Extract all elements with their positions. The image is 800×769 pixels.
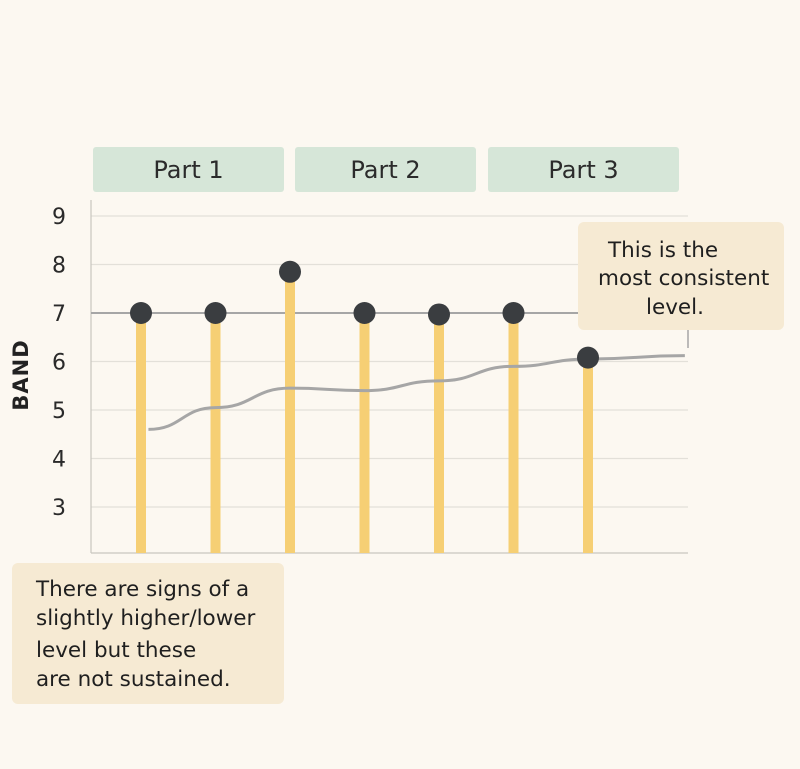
note-line: level. xyxy=(646,295,704,320)
y-axis-title: BAND xyxy=(9,339,33,411)
y-tick-label: 9 xyxy=(52,205,66,230)
note-line: This is the xyxy=(608,238,719,263)
lollipop-stem xyxy=(508,313,519,553)
lollipop-stem xyxy=(583,357,593,553)
lollipop-stem xyxy=(136,313,146,553)
not-sustained-note: There are signs of a slightly higher/low… xyxy=(12,563,284,704)
trend-line xyxy=(148,354,685,431)
lollipop-marker xyxy=(353,302,376,324)
y-tick-label: 6 xyxy=(52,351,66,376)
lollipop-marker xyxy=(428,303,450,326)
part-2-label: Part 2 xyxy=(295,147,476,192)
note-line: slightly higher/lower xyxy=(36,606,256,631)
part-1-label: Part 1 xyxy=(93,147,284,192)
part-3-label: Part 3 xyxy=(488,147,679,192)
lollipop-stem xyxy=(210,313,221,553)
y-tick-label: 8 xyxy=(52,254,66,279)
lollipop-marker xyxy=(279,260,301,283)
note-line: are not sustained. xyxy=(36,667,231,692)
lollipop-stem xyxy=(359,313,370,553)
lollipop-marker xyxy=(502,302,525,324)
y-tick-label: 5 xyxy=(52,399,66,424)
note-line: There are signs of a xyxy=(36,577,250,602)
note-line: level but these xyxy=(36,638,197,663)
lollipop-stem xyxy=(285,271,295,553)
y-tick-label: 3 xyxy=(52,496,66,521)
lollipop-marker xyxy=(577,346,599,369)
note-line: most consistent xyxy=(598,266,770,291)
lollipop-marker xyxy=(204,302,227,324)
lollipop-stem xyxy=(434,314,444,553)
y-tick-label: 4 xyxy=(52,448,66,473)
y-tick-label: 7 xyxy=(52,302,66,327)
consistent-level-note: This is the most consistent level. xyxy=(578,222,784,330)
lollipop-marker xyxy=(130,302,152,324)
